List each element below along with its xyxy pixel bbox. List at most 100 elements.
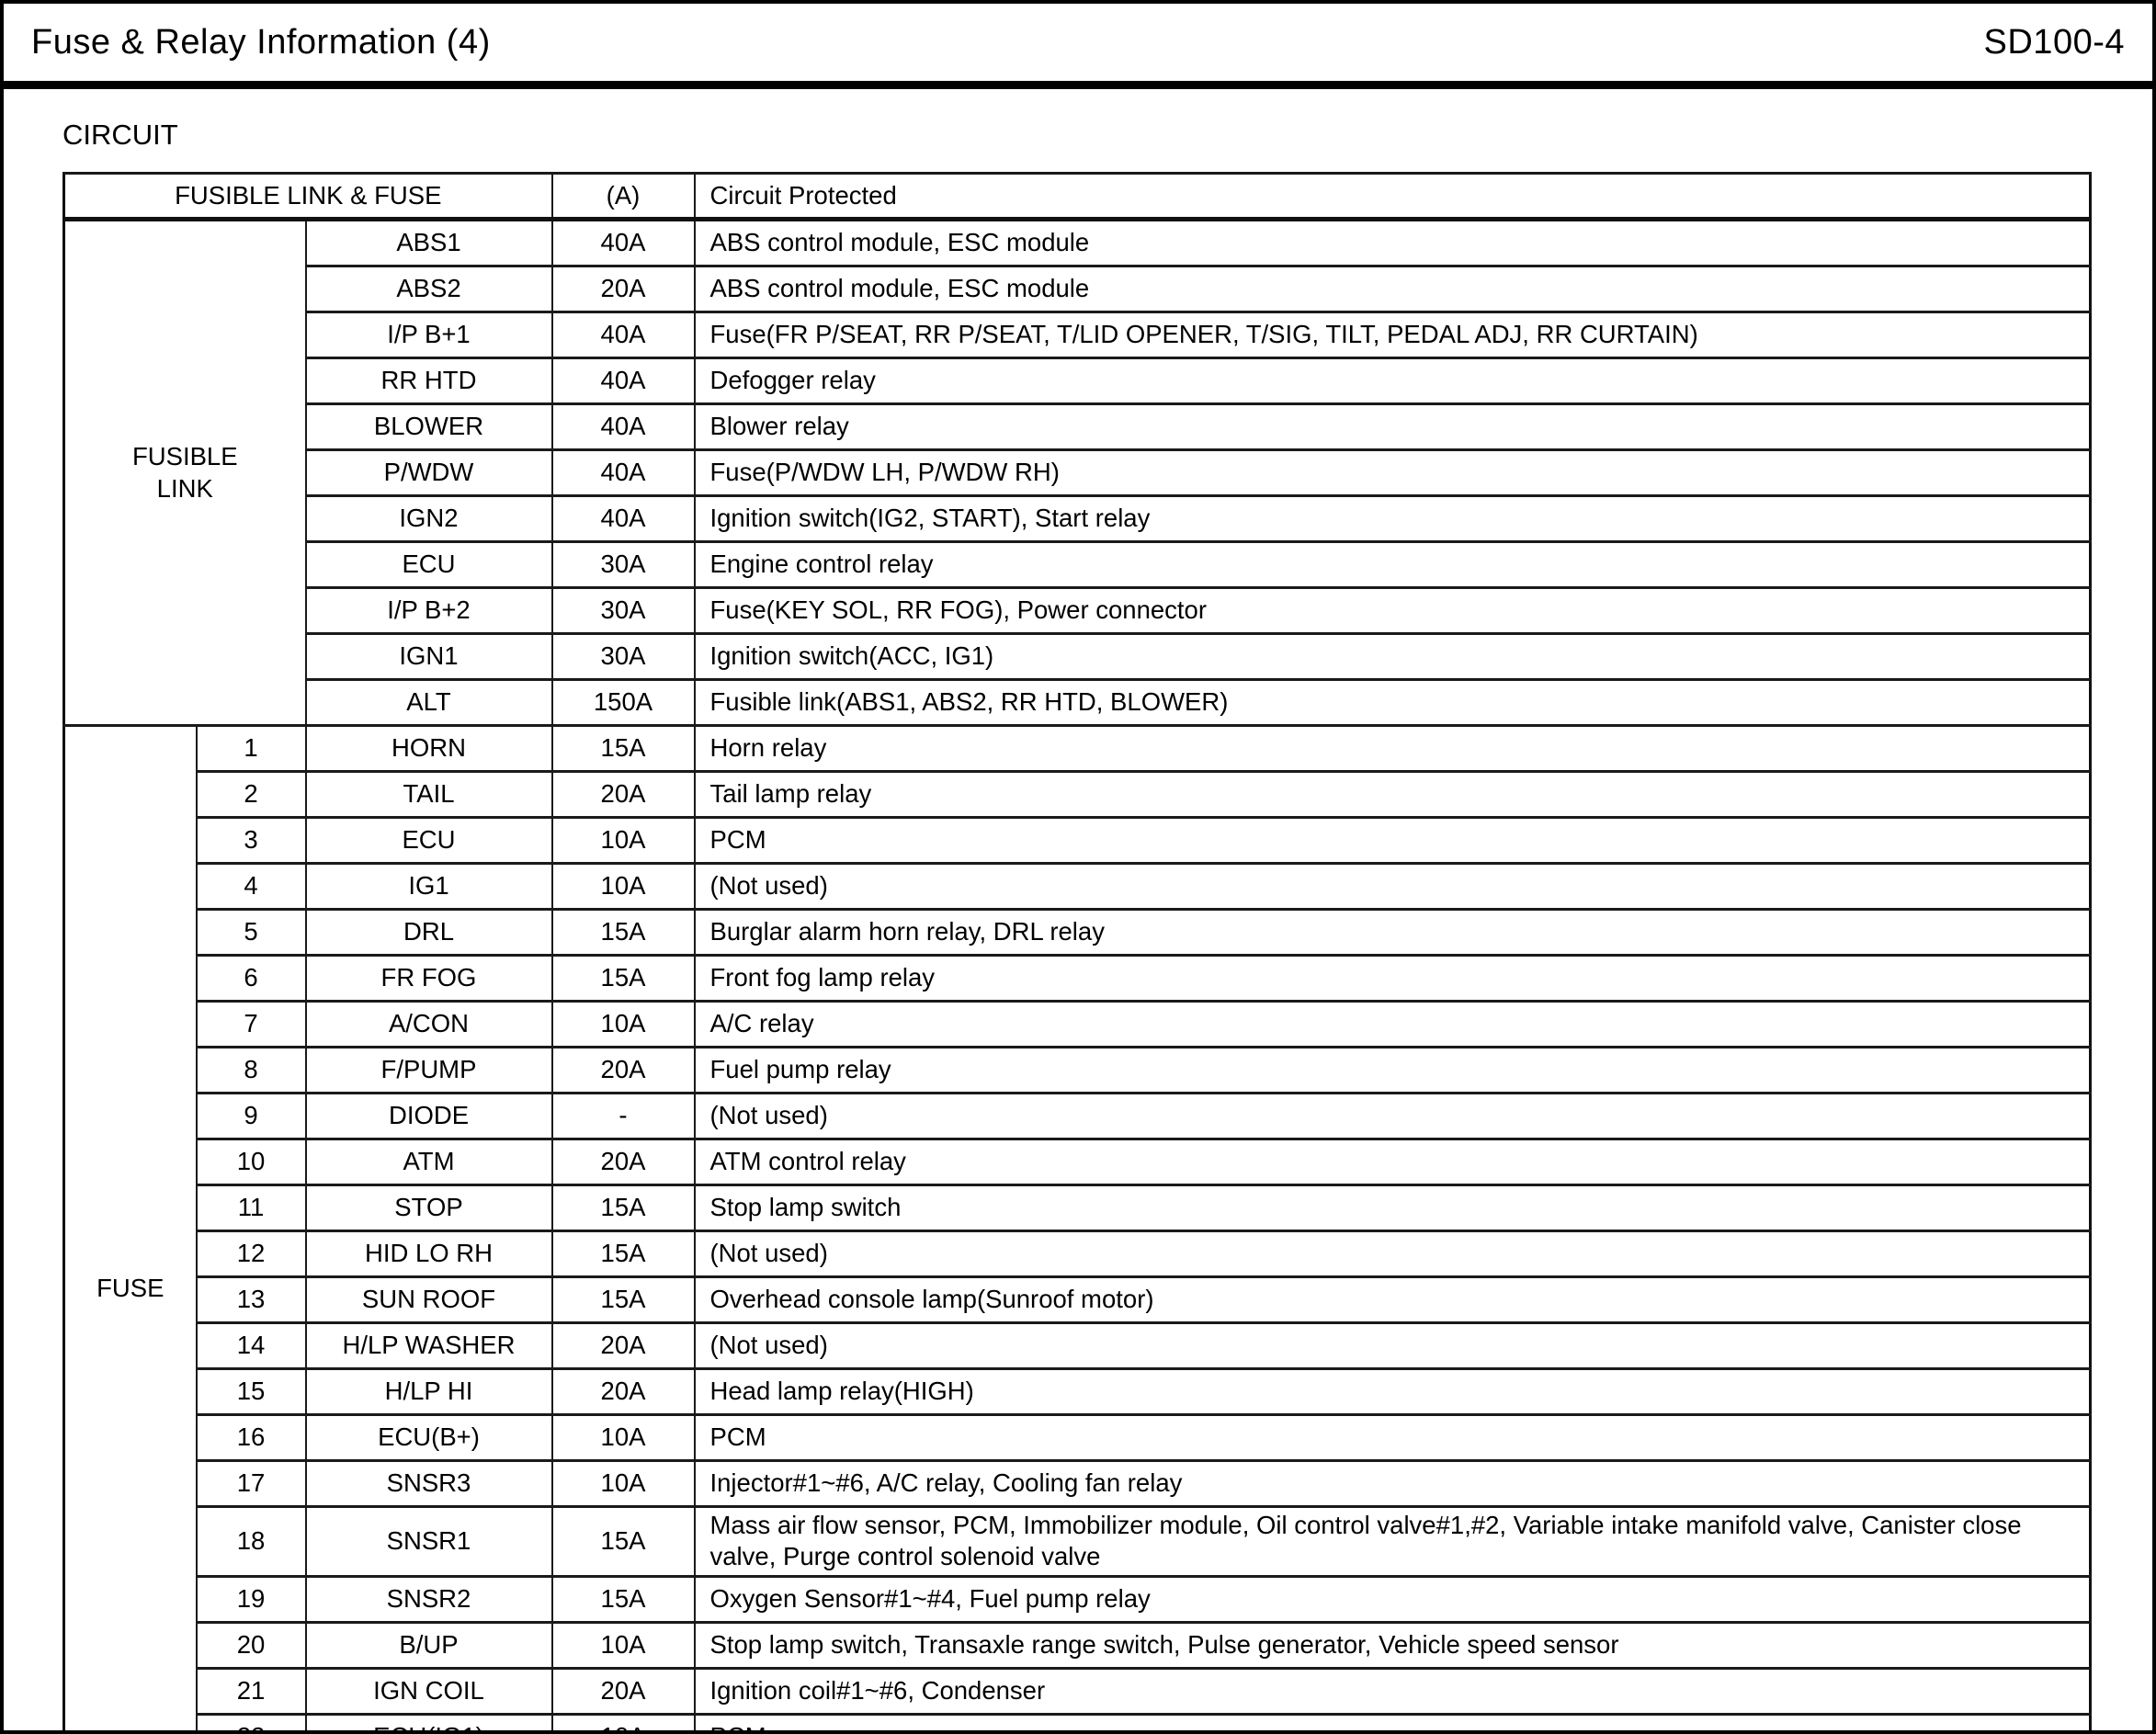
fuse-name-cell: IGN2	[304, 494, 553, 543]
fuse-amp-cell: 15A	[550, 1505, 696, 1578]
fuse-number-cell: 18	[195, 1505, 307, 1578]
fuse-amp-cell: 30A	[550, 586, 696, 635]
fuse-circuit-cell: Oxygen Sensor#1~#4, Fuel pump relay	[693, 1574, 2092, 1624]
fuse-name-cell: ECU	[304, 816, 553, 865]
fuse-name-cell: I/P B+1	[304, 311, 553, 359]
table-row: 14 H/LP WASHER 20A (Not used)	[64, 1321, 2092, 1370]
fuse-name-cell: ABS1	[304, 218, 553, 267]
group-label-line: FUSIBLE	[131, 442, 238, 471]
title-bar: Fuse & Relay Information (4) SD100-4	[4, 4, 2152, 81]
fuse-circuit-cell: Defogger relay	[693, 357, 2092, 405]
fuse-relay-table: FUSIBLE LINK & FUSE (A) Circuit Protecte…	[62, 172, 2092, 1730]
fuse-amp-cell: 15A	[550, 1275, 696, 1324]
fuse-circuit-cell: Fuse(KEY SOL, RR FOG), Power connector	[693, 586, 2092, 635]
fuse-circuit-cell: PCM	[693, 1712, 2092, 1730]
table-row: 12 HID LO RH 15A (Not used)	[64, 1230, 2092, 1278]
fuse-amp-cell: 20A	[550, 1046, 696, 1094]
fuse-number-cell: 19	[195, 1574, 307, 1624]
fuse-number-cell: 6	[195, 954, 307, 1003]
table-row: I/P B+2 30A Fuse(KEY SOL, RR FOG), Power…	[64, 586, 2092, 635]
fuse-amp-cell: 15A	[550, 1184, 696, 1232]
fuse-circuit-cell: Tail lamp relay	[693, 770, 2092, 819]
fuse-amp-cell: 30A	[550, 540, 696, 589]
fuse-circuit-cell: Fuse(P/WDW LH, P/WDW RH)	[693, 448, 2092, 497]
fuse-amp-cell: 20A	[550, 1666, 696, 1716]
fuse-name-cell: IGN COIL	[304, 1666, 553, 1716]
fuse-amp-cell: 15A	[550, 1230, 696, 1278]
fuse-amp-cell: 10A	[550, 862, 696, 911]
fuse-name-cell: I/P B+2	[304, 586, 553, 635]
header-fuse-col: FUSIBLE LINK & FUSE	[62, 172, 553, 221]
fuse-circuit-cell: Fuse(FR P/SEAT, RR P/SEAT, T/LID OPENER,…	[693, 311, 2092, 359]
table-row: 22 ECU(IG1) 10A PCM	[64, 1712, 2092, 1730]
fuse-amp-cell: 40A	[550, 218, 696, 267]
fuse-number-cell: 4	[195, 862, 307, 911]
fuse-number-cell: 7	[195, 1000, 307, 1048]
fuse-amp-cell: 10A	[550, 1459, 696, 1508]
fuse-name-cell: SNSR1	[304, 1505, 553, 1578]
fuse-circuit-cell: Head lamp relay(HIGH)	[693, 1367, 2092, 1416]
fuse-name-cell: ECU(B+)	[304, 1413, 553, 1462]
fuse-name-cell: ATM	[304, 1138, 553, 1186]
group-label-line: LINK	[156, 473, 213, 503]
fuse-circuit-cell: Ignition coil#1~#6, Condenser	[693, 1666, 2092, 1716]
fuse-name-cell: DIODE	[304, 1092, 553, 1140]
fuse-number-cell: 5	[195, 908, 307, 957]
fuse-circuit-cell: (Not used)	[693, 1321, 2092, 1370]
fuse-circuit-cell: (Not used)	[693, 1230, 2092, 1278]
fuse-amp-cell: 40A	[550, 357, 696, 405]
fuse-circuit-cell: Mass air flow sensor, PCM, Immobilizer m…	[693, 1505, 2092, 1578]
table-row: 2 TAIL 20A Tail lamp relay	[64, 770, 2092, 819]
fuse-name-cell: ECU(IG1)	[304, 1712, 553, 1730]
fuse-circuit-cell: Stop lamp switch	[693, 1184, 2092, 1232]
fuse-name-cell: FR FOG	[304, 954, 553, 1003]
fuse-circuit-cell: PCM	[693, 1413, 2092, 1462]
fuse-amp-cell: 40A	[550, 494, 696, 543]
table-row: I/P B+1 40A Fuse(FR P/SEAT, RR P/SEAT, T…	[64, 311, 2092, 359]
fuse-number-cell: 15	[195, 1367, 307, 1416]
fuse-amp-cell: 15A	[550, 908, 696, 957]
fuse-amp-cell: 20A	[550, 1138, 696, 1186]
fuse-number-cell: 1	[195, 724, 307, 773]
table-row: BLOWER 40A Blower relay	[64, 402, 2092, 451]
fuse-number-cell: 20	[195, 1620, 307, 1670]
fuse-circuit-cell: ATM control relay	[693, 1138, 2092, 1186]
table-row: 16 ECU(B+) 10A PCM	[64, 1413, 2092, 1462]
group-label-fuse: FUSE	[62, 724, 198, 1730]
fuse-circuit-cell: Ignition switch(ACC, IG1)	[693, 632, 2092, 681]
fuse-name-cell: SNSR3	[304, 1459, 553, 1508]
fuse-amp-cell: 10A	[550, 1620, 696, 1670]
fuse-amp-cell: 40A	[550, 402, 696, 451]
fuse-number-cell: 17	[195, 1459, 307, 1508]
header-circuit-col: Circuit Protected	[693, 172, 2092, 221]
table-row: 20 B/UP 10A Stop lamp switch, Transaxle …	[64, 1620, 2092, 1670]
fuse-name-cell: BLOWER	[304, 402, 553, 451]
doc-code: SD100-4	[1983, 22, 2125, 62]
fuse-circuit-cell: PCM	[693, 816, 2092, 865]
fuse-circuit-cell: Blower relay	[693, 402, 2092, 451]
fuse-amp-cell: -	[550, 1092, 696, 1140]
fuse-name-cell: SNSR2	[304, 1574, 553, 1624]
fuse-circuit-cell: (Not used)	[693, 862, 2092, 911]
table-row: FUSE 1 HORN 15A Horn relay	[62, 724, 2092, 1730]
fuse-amp-cell: 30A	[550, 632, 696, 681]
fuse-circuit-cell: Front fog lamp relay	[693, 954, 2092, 1003]
page-title: Fuse & Relay Information (4)	[31, 22, 491, 62]
fuse-circuit-cell: Fuel pump relay	[693, 1046, 2092, 1094]
table-row: ALT 150A Fusible link(ABS1, ABS2, RR HTD…	[64, 678, 2092, 727]
fuse-number-cell: 3	[195, 816, 307, 865]
table-row: 8 F/PUMP 20A Fuel pump relay	[64, 1046, 2092, 1094]
table-row: 6 FR FOG 15A Front fog lamp relay	[64, 954, 2092, 1003]
fuse-name-cell: B/UP	[304, 1620, 553, 1670]
fuse-circuit-cell: Horn relay	[693, 724, 2092, 773]
fuse-name-cell: RR HTD	[304, 357, 553, 405]
table-row: IGN1 30A Ignition switch(ACC, IG1)	[64, 632, 2092, 681]
fuse-name-cell: A/CON	[304, 1000, 553, 1048]
table-row: FUSIBLE LINK ABS1 40A ABS control module…	[62, 218, 2092, 727]
fuse-amp-cell: 20A	[550, 1367, 696, 1416]
table-row: 13 SUN ROOF 15A Overhead console lamp(Su…	[64, 1275, 2092, 1324]
fuse-name-cell: ALT	[304, 678, 553, 727]
fuse-name-cell: STOP	[304, 1184, 553, 1232]
fuse-amp-cell: 10A	[550, 1000, 696, 1048]
